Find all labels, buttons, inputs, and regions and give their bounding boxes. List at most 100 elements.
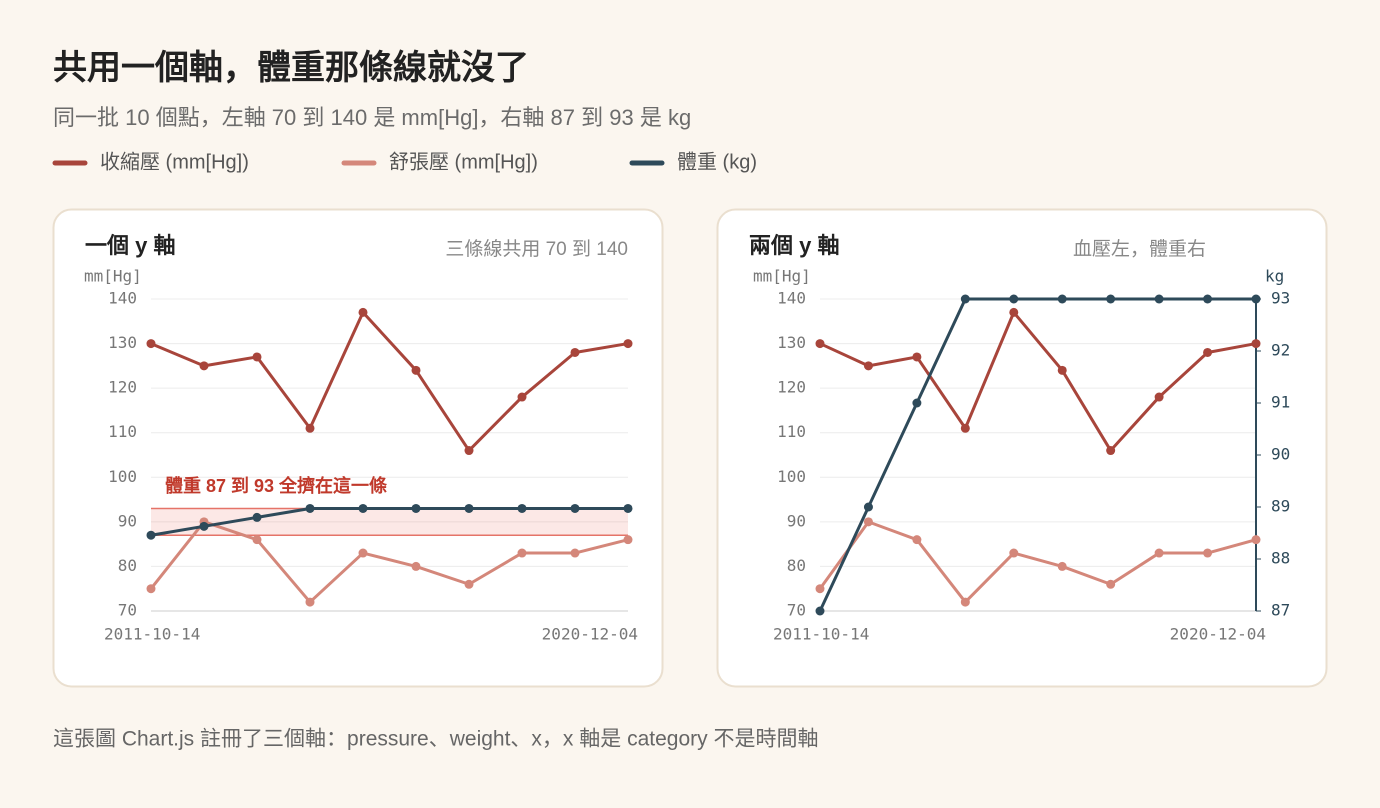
point bbox=[1154, 294, 1164, 304]
legend-label: 收縮壓 (mm[Hg]) bbox=[100, 150, 249, 173]
point bbox=[517, 392, 527, 402]
y-tick-label: 70 bbox=[118, 601, 137, 620]
point bbox=[305, 597, 315, 607]
footer: 這張圖 Chart.js 註冊了三個軸：pressure、weight、x，x … bbox=[53, 728, 818, 751]
point bbox=[960, 597, 970, 607]
point bbox=[863, 517, 873, 527]
line-series bbox=[150, 506, 628, 537]
point bbox=[815, 584, 825, 594]
annotation: 體重 87 到 93 全擠在這一條 bbox=[165, 475, 388, 496]
point bbox=[815, 339, 825, 349]
y-tick-label: 100 bbox=[777, 467, 806, 486]
line-series bbox=[150, 310, 629, 453]
y-axis-label: mm[Hg] bbox=[84, 267, 142, 286]
y-tick-label: 130 bbox=[777, 333, 806, 352]
point bbox=[252, 535, 262, 545]
point bbox=[411, 561, 421, 571]
y-tick-label: 120 bbox=[108, 378, 137, 397]
y2-tick-label: 87 bbox=[1271, 601, 1290, 620]
point bbox=[912, 398, 922, 408]
x-tick-label: 2011-10-14 bbox=[773, 625, 869, 644]
y-tick-label: 90 bbox=[118, 511, 137, 530]
legend-label: 體重 (kg) bbox=[677, 150, 757, 173]
panel-title: 一個 y 軸 bbox=[85, 233, 175, 258]
point bbox=[146, 530, 156, 540]
point bbox=[623, 503, 633, 513]
y-tick-label: 120 bbox=[777, 378, 806, 397]
point bbox=[1057, 561, 1067, 571]
y2-axis-label: kg bbox=[1265, 267, 1284, 286]
legend-label: 舒張壓 (mm[Hg]) bbox=[389, 150, 538, 173]
point bbox=[517, 548, 527, 558]
y-tick-label: 130 bbox=[108, 333, 137, 352]
point bbox=[464, 503, 474, 513]
line-series bbox=[149, 520, 629, 604]
y-tick-label: 100 bbox=[108, 467, 137, 486]
point bbox=[863, 502, 873, 512]
point bbox=[912, 535, 922, 545]
point bbox=[570, 347, 580, 357]
point bbox=[305, 423, 315, 433]
point bbox=[411, 365, 421, 375]
y-tick-label: 140 bbox=[108, 289, 137, 308]
panel bbox=[52, 208, 664, 688]
panel-note: 三條線共用 70 到 140 bbox=[445, 238, 628, 260]
page-title: 共用一個軸，體重那條線就沒了 bbox=[53, 49, 529, 87]
point bbox=[1154, 548, 1164, 558]
point bbox=[305, 503, 315, 513]
point bbox=[960, 423, 970, 433]
point bbox=[623, 535, 633, 545]
page-subtitle: 同一批 10 個點，左軸 70 到 140 是 mm[Hg]，右軸 87 到 9… bbox=[53, 105, 691, 130]
y2-tick-label: 91 bbox=[1271, 393, 1290, 412]
point bbox=[1009, 548, 1019, 558]
x-tick-label: 2011-10-14 bbox=[104, 625, 200, 644]
point bbox=[1251, 294, 1261, 304]
point bbox=[1251, 339, 1261, 349]
point bbox=[358, 503, 368, 513]
point bbox=[570, 548, 580, 558]
point bbox=[1009, 294, 1019, 304]
y-tick-label: 90 bbox=[787, 511, 806, 530]
x-tick-label: 2020-12-04 bbox=[542, 625, 638, 644]
y2-tick-label: 89 bbox=[1271, 497, 1290, 516]
panel-note: 血壓左，體重右 bbox=[1073, 238, 1206, 260]
line-series bbox=[818, 297, 1256, 612]
x-tick-label: 2020-12-04 bbox=[1170, 625, 1266, 644]
y2-tick-label: 88 bbox=[1271, 549, 1290, 568]
y-tick-label: 110 bbox=[777, 422, 806, 441]
point bbox=[464, 579, 474, 589]
point bbox=[199, 361, 209, 371]
point bbox=[863, 361, 873, 371]
point bbox=[517, 503, 527, 513]
point bbox=[1009, 307, 1019, 317]
point bbox=[1106, 579, 1116, 589]
point bbox=[358, 307, 368, 317]
y2-tick-label: 93 bbox=[1271, 289, 1290, 308]
point bbox=[1154, 392, 1164, 402]
point bbox=[146, 339, 156, 349]
point bbox=[1203, 347, 1213, 357]
point bbox=[411, 503, 421, 513]
point bbox=[815, 606, 825, 616]
y-tick-label: 70 bbox=[787, 601, 806, 620]
point bbox=[570, 503, 580, 513]
line-series bbox=[819, 310, 1257, 453]
point bbox=[623, 339, 633, 349]
panel-title: 兩個 y 軸 bbox=[749, 233, 839, 258]
point bbox=[960, 294, 970, 304]
point bbox=[146, 584, 156, 594]
point bbox=[1106, 294, 1116, 304]
point bbox=[1251, 535, 1261, 545]
point bbox=[912, 352, 922, 362]
point bbox=[464, 446, 474, 456]
y-tick-label: 80 bbox=[787, 556, 806, 575]
point bbox=[252, 512, 262, 522]
point bbox=[1057, 365, 1067, 375]
y-tick-label: 140 bbox=[777, 289, 806, 308]
point bbox=[358, 548, 368, 558]
point bbox=[1057, 294, 1067, 304]
point bbox=[1203, 294, 1213, 304]
y-axis-label: mm[Hg] bbox=[753, 267, 811, 286]
y-tick-label: 80 bbox=[118, 556, 137, 575]
